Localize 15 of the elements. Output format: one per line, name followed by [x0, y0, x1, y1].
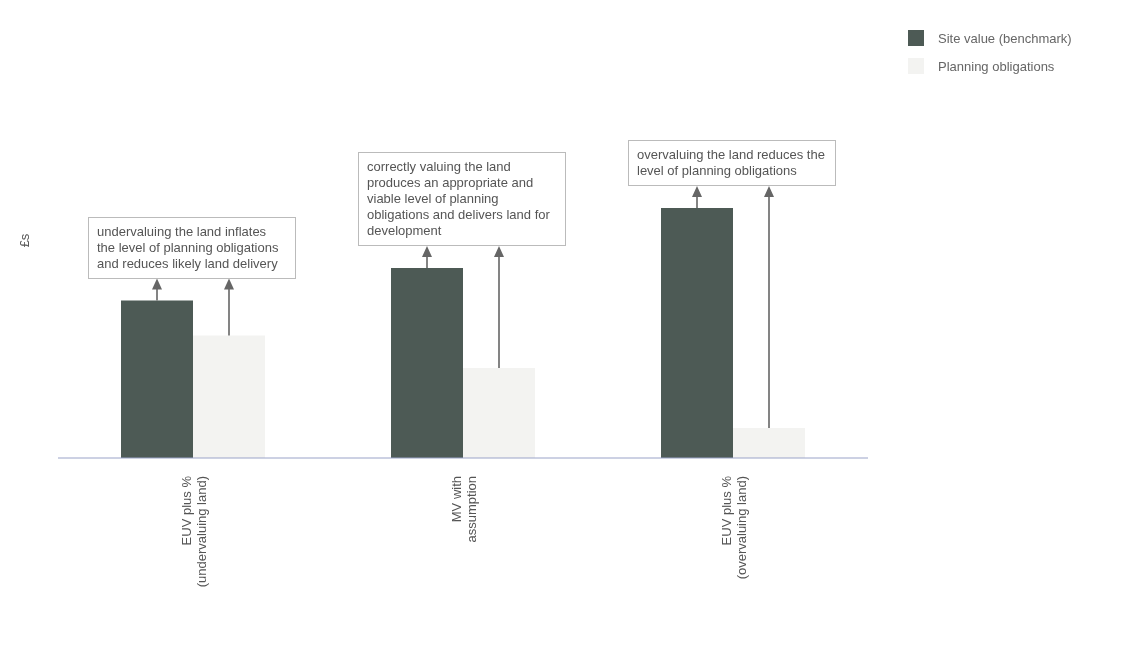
legend-label: Site value (benchmark) [938, 30, 1072, 46]
legend-label: Planning obligations [938, 58, 1055, 74]
text: overvaluing the land reduces the level of planning obligations [628, 140, 836, 186]
bar [121, 300, 193, 458]
y-axis-title: £s [17, 233, 33, 248]
x-tick-label: EUV plus % (overvaluing land) [718, 475, 749, 580]
x-tick-label: MV with assumption [448, 476, 479, 543]
annotation: correctly valuing the land produces an appropriate and viable level of planning obligations and delivers land for development [358, 152, 566, 246]
bar [733, 428, 805, 458]
bar [661, 208, 733, 458]
bar [463, 368, 535, 458]
x-tick-label: EUV plus % (undervaluing land) [178, 475, 209, 588]
bar [391, 268, 463, 458]
bar [193, 335, 265, 458]
annotation: undervaluing the land inflates the level of planning obligations and reduces likely land delivery [88, 216, 296, 279]
